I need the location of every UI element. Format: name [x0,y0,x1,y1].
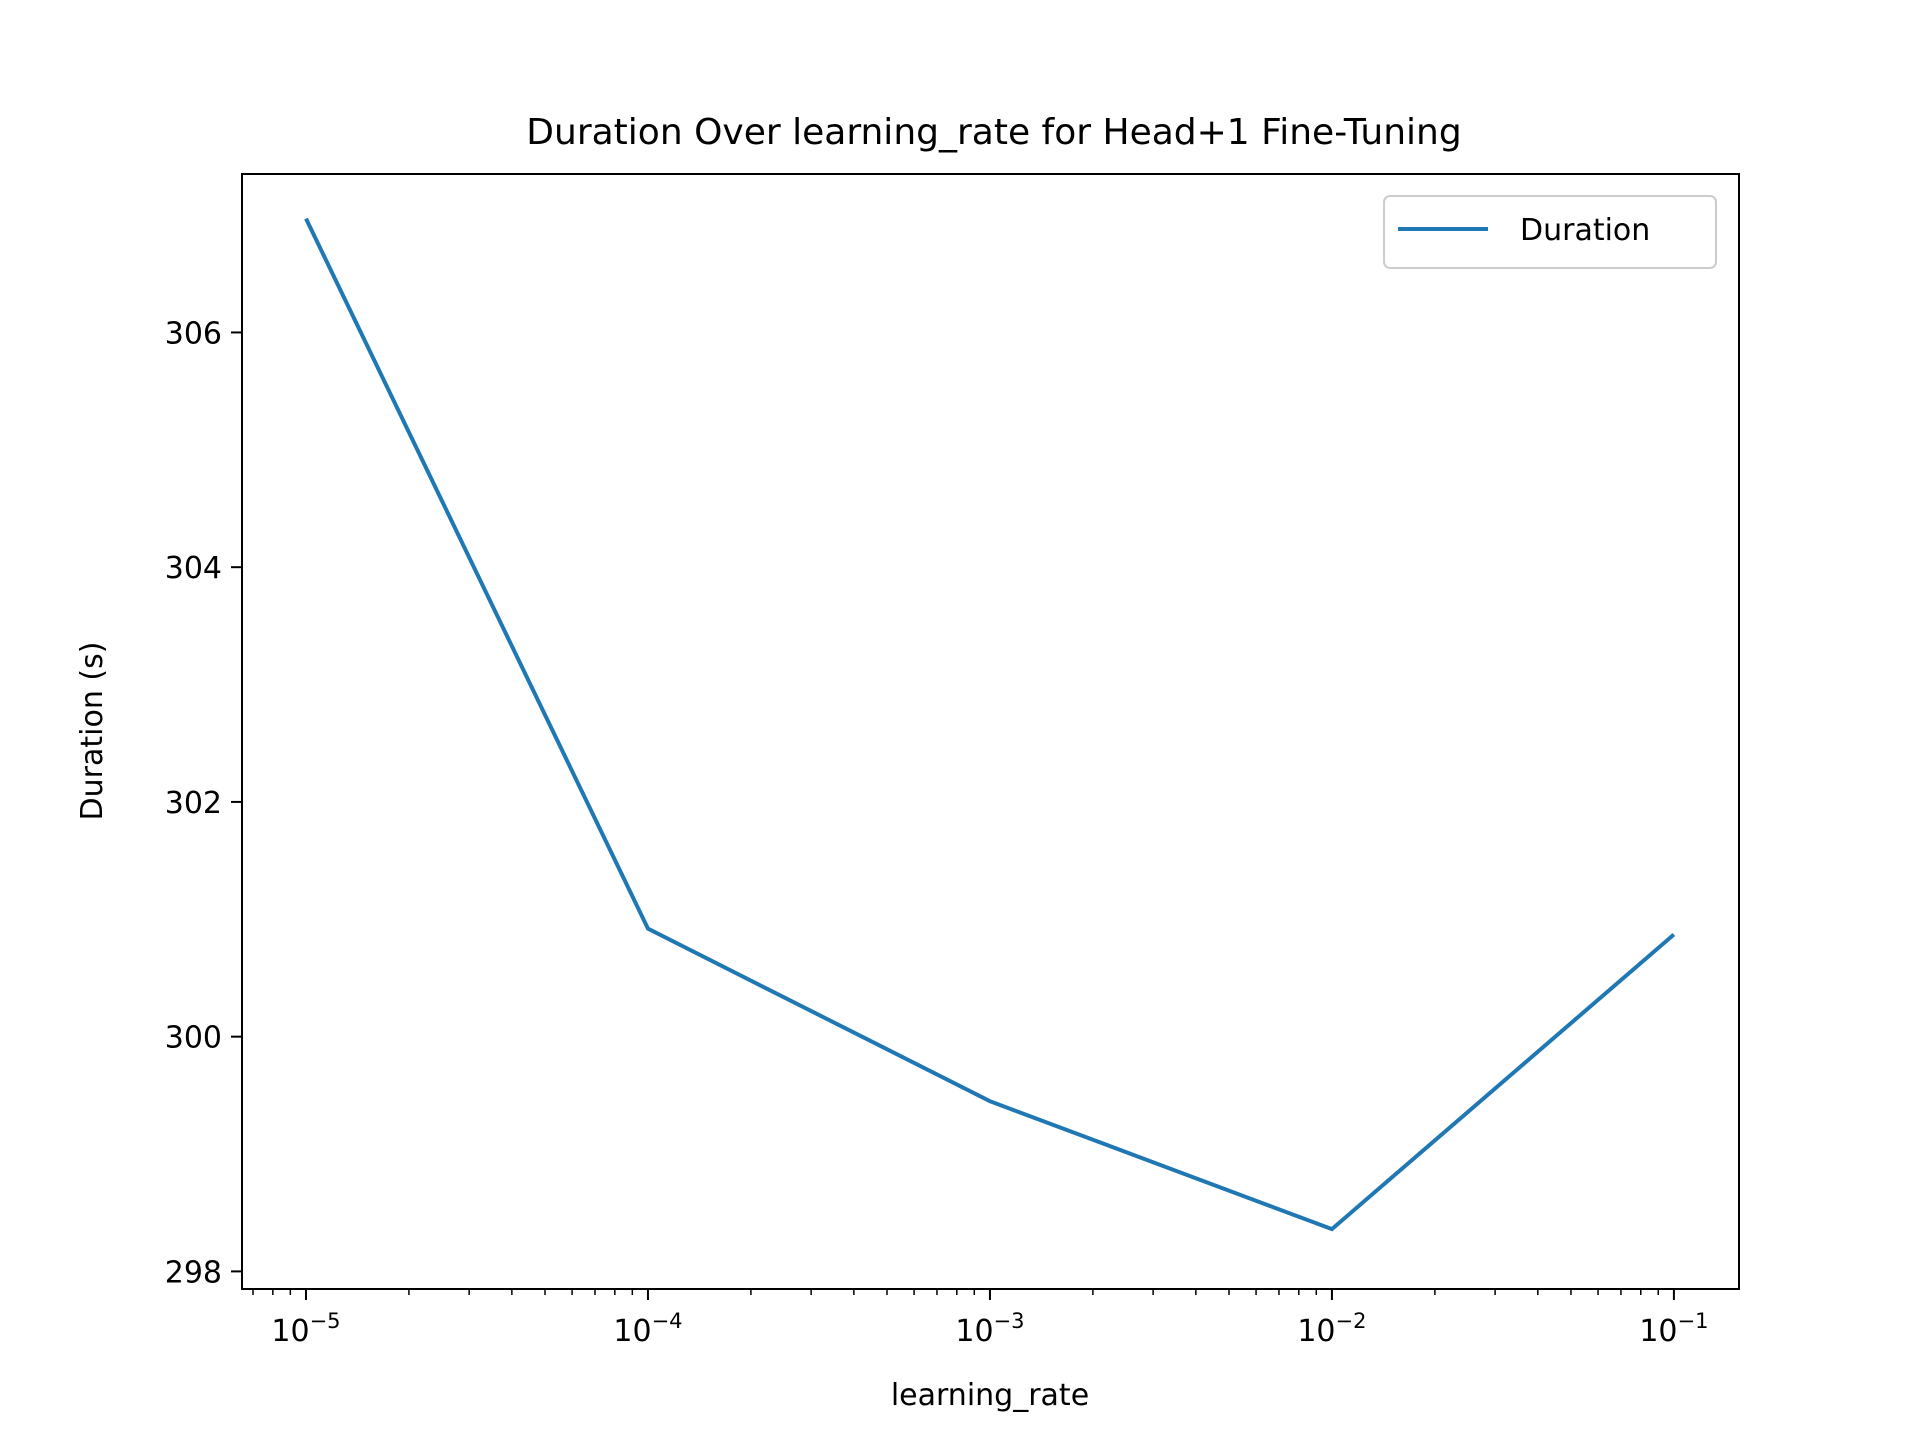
x-tick-label: 10−5 [271,1309,340,1349]
legend: Duration [1383,195,1717,269]
x-axis-ticks: 10−5 10−4 10−3 10−2 10−1 [252,1289,1708,1349]
x-tick-label: 10−1 [1639,1309,1708,1349]
y-tick-label: 304 [165,551,222,586]
y-axis-ticks: 298 300 302 304 306 [165,316,242,1290]
chart-title: Duration Over learning_rate for Head+1 F… [526,112,1461,153]
legend-label-duration: Duration [1520,213,1650,248]
plot-area [304,217,1676,1232]
series-line-duration [304,217,1676,1232]
y-tick-label: 300 [165,1021,222,1056]
y-tick-label: 298 [165,1255,222,1290]
x-tick-label: 10−4 [613,1309,682,1349]
y-axis-label: Duration (s) [75,642,110,821]
y-tick-label: 306 [165,316,222,351]
legend-box [1383,195,1717,269]
x-tick-label: 10−3 [955,1309,1024,1349]
x-axis-label: learning_rate [891,1378,1089,1413]
plot-frame [241,173,1740,1290]
y-tick-label: 302 [165,786,222,821]
x-tick-label: 10−2 [1297,1309,1366,1349]
